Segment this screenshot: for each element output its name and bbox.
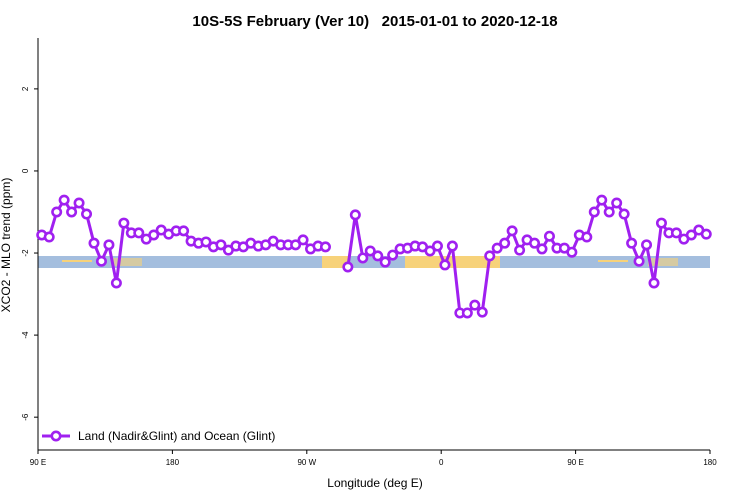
data-point	[670, 227, 682, 239]
data-point	[51, 206, 63, 218]
data-point	[66, 206, 78, 218]
data-point	[461, 307, 473, 319]
data-point	[491, 242, 503, 254]
data-point	[446, 240, 458, 252]
data-point	[387, 249, 399, 261]
data-point	[431, 240, 443, 252]
x-tick-label: 90 E	[30, 458, 46, 467]
data-point	[110, 277, 122, 289]
ocean-strip	[38, 256, 710, 268]
x-tick-label: 180	[166, 458, 180, 467]
y-axis-label: XCO2 - MLO trend (ppm)	[0, 178, 13, 313]
data-point	[596, 194, 608, 206]
data-point	[476, 306, 488, 318]
data-point	[641, 239, 653, 251]
data-point	[618, 208, 630, 220]
data-point	[603, 206, 615, 218]
data-point	[58, 194, 70, 206]
data-point	[379, 256, 391, 268]
land-strip	[405, 256, 500, 268]
x-tick-label: 90 E	[567, 458, 583, 467]
land-strip	[648, 258, 678, 266]
data-point	[290, 239, 302, 251]
data-point	[133, 227, 145, 239]
data-point	[655, 217, 667, 229]
x-tick-label: 0	[439, 458, 444, 467]
data-point	[588, 206, 600, 218]
data-point	[319, 241, 331, 253]
data-point	[95, 255, 107, 267]
data-point	[543, 230, 555, 242]
data-point	[700, 228, 712, 240]
data-point	[118, 217, 130, 229]
legend-marker	[50, 430, 62, 442]
x-axis-label: Longitude (deg E)	[327, 476, 422, 490]
data-point	[372, 250, 384, 262]
data-point	[439, 259, 451, 271]
data-point	[633, 255, 645, 267]
chart-title: 10S-5S February (Ver 10) 2015-01-01 to 2…	[192, 13, 557, 30]
data-point	[349, 209, 361, 221]
data-point	[581, 231, 593, 243]
data-point	[342, 261, 354, 273]
data-point	[648, 277, 660, 289]
data-point	[88, 237, 100, 249]
y-tick-label: -2	[21, 249, 30, 257]
data-point	[566, 246, 578, 258]
data-point	[506, 225, 518, 237]
data-point	[626, 237, 638, 249]
data-point	[43, 231, 55, 243]
y-tick-label: 0	[21, 168, 30, 173]
data-point	[484, 250, 496, 262]
data-point	[685, 229, 697, 241]
map-strip	[38, 256, 710, 268]
data-point	[514, 244, 526, 256]
data-point	[529, 237, 541, 249]
legend-label: Land (Nadir&Glint) and Ocean (Glint)	[78, 429, 275, 443]
x-tick-label: 90 W	[297, 458, 316, 467]
data-point	[499, 237, 511, 249]
data-point	[200, 236, 212, 248]
y-tick-label: -4	[21, 331, 30, 339]
data-point	[178, 225, 190, 237]
data-point	[73, 197, 85, 209]
data-point	[148, 229, 160, 241]
data-point	[611, 197, 623, 209]
data-point	[215, 239, 227, 251]
data-point	[297, 234, 309, 246]
x-tick-label: 180	[703, 458, 717, 467]
land-strip	[62, 260, 92, 262]
y-tick-label: 2	[21, 86, 30, 91]
data-point	[103, 239, 115, 251]
data-point	[357, 252, 369, 264]
data-point	[81, 208, 93, 220]
land-strip	[598, 260, 628, 262]
data-point	[536, 243, 548, 255]
data-point	[469, 299, 481, 311]
data-point	[424, 245, 436, 257]
data-point	[364, 245, 376, 257]
land-strip	[112, 258, 142, 266]
y-tick-label: -6	[21, 413, 30, 421]
